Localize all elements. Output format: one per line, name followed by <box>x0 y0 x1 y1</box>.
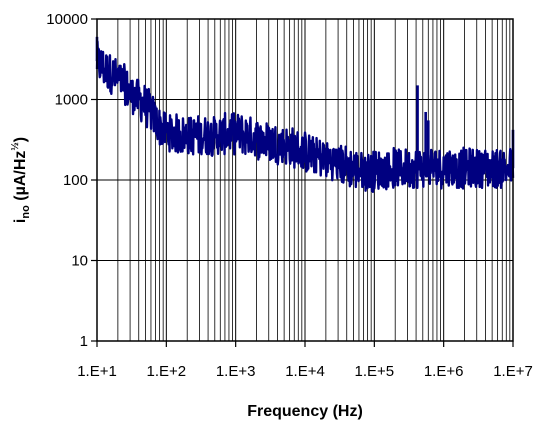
y-axis-title-sup: ½ <box>10 142 21 150</box>
x-tick-label: 1.E+4 <box>285 363 325 380</box>
x-axis-title: Frequency (Hz) <box>247 403 363 420</box>
x-tick-label: 1.E+7 <box>493 363 533 380</box>
y-axis-title-end: ) <box>12 137 29 142</box>
y-tick-label: 10 <box>71 253 88 270</box>
x-tick-label: 1.E+1 <box>77 363 117 380</box>
axes: 1.E+1 1.E+2 1.E+3 1.E+4 1.E+5 1.E+6 1.E+7 1 10 10… <box>46 11 533 380</box>
y-tick-label: 1000 <box>55 92 88 109</box>
x-tick-label: 1.E+2 <box>147 363 187 380</box>
y-axis-title: ino (µA/Hz½) <box>10 137 32 223</box>
noise-series-line <box>95 40 515 193</box>
x-tick-label: 1.E+6 <box>424 363 464 380</box>
y-axis-title-rest: (µA/Hz <box>12 151 29 206</box>
x-tick-label: 1.E+3 <box>216 363 256 380</box>
y-tick-label: 100 <box>63 172 88 189</box>
y-tick-label: 10000 <box>46 11 88 28</box>
y-axis-title-sub: no <box>20 205 32 219</box>
x-tick-label: 1.E+5 <box>355 363 395 380</box>
y-axis-title-main: i <box>12 219 29 223</box>
y-tick-label: 1 <box>80 333 88 350</box>
grid-lines <box>96 18 514 342</box>
